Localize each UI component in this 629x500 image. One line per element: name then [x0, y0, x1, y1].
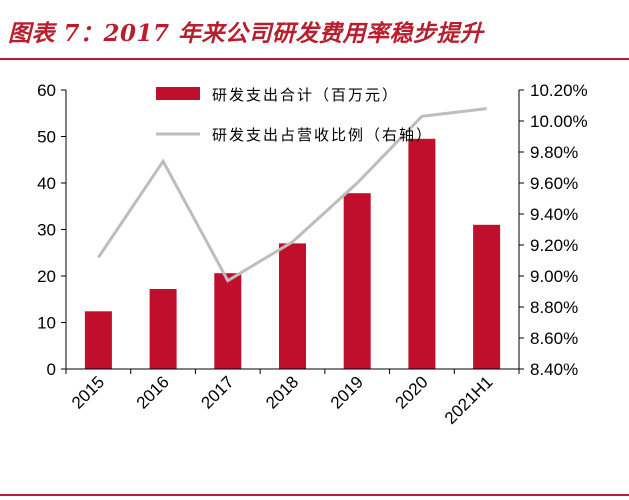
- left-tick-label: 40: [37, 174, 56, 193]
- left-tick-label: 10: [37, 314, 56, 333]
- legend-line-label: 研发支出占营收比例（右轴）: [212, 126, 433, 144]
- legend-bar-swatch: [156, 87, 200, 100]
- bar-2018: [279, 243, 306, 369]
- right-tick-label: 9.80%: [530, 143, 578, 162]
- left-tick-label: 60: [37, 81, 56, 100]
- right-tick-label: 8.60%: [530, 329, 578, 348]
- bar-2015: [84, 311, 112, 369]
- right-tick-label: 9.40%: [530, 205, 578, 224]
- x-tick-label: 2015: [68, 372, 108, 412]
- bar-2016: [149, 289, 177, 369]
- title-rule: [0, 58, 629, 60]
- x-tick-label: 2017: [197, 372, 237, 412]
- right-tick-label: 9.60%: [530, 174, 578, 193]
- x-tick-label: 2018: [262, 372, 302, 412]
- right-tick-label: 9.20%: [530, 236, 578, 255]
- right-tick-label: 10.00%: [530, 112, 588, 131]
- x-tick-label: 2021H1: [441, 372, 497, 428]
- left-tick-label: 20: [37, 267, 56, 286]
- right-tick-label: 10.20%: [530, 81, 588, 100]
- right-tick-label: 8.40%: [530, 360, 578, 379]
- bar-2020: [408, 138, 436, 369]
- bar-2021H1: [473, 224, 501, 369]
- bar-2019: [343, 193, 371, 369]
- left-tick-label: 50: [37, 128, 56, 147]
- left-tick-label: 0: [47, 360, 56, 379]
- legend: 研发支出合计（百万元） 研发支出占营收比例（右轴）: [156, 86, 433, 144]
- bottom-rule: [0, 494, 629, 496]
- figure-title-bar: 图表 7：2017 年来公司研发费用率稳步提升: [0, 0, 629, 62]
- x-tick-label: 2019: [327, 372, 367, 412]
- right-tick-label: 9.00%: [530, 267, 578, 286]
- x-tick-label: 2020: [392, 372, 432, 412]
- left-tick-label: 30: [37, 221, 56, 240]
- bar-series: [84, 138, 501, 369]
- legend-bar-label: 研发支出合计（百万元）: [212, 86, 399, 104]
- x-tick-label: 2016: [133, 372, 173, 412]
- right-tick-label: 8.80%: [530, 298, 578, 317]
- line-series: [97, 107, 487, 283]
- bar-2017: [214, 273, 242, 369]
- figure-title: 图表 7：2017 年来公司研发费用率稳步提升: [8, 20, 484, 47]
